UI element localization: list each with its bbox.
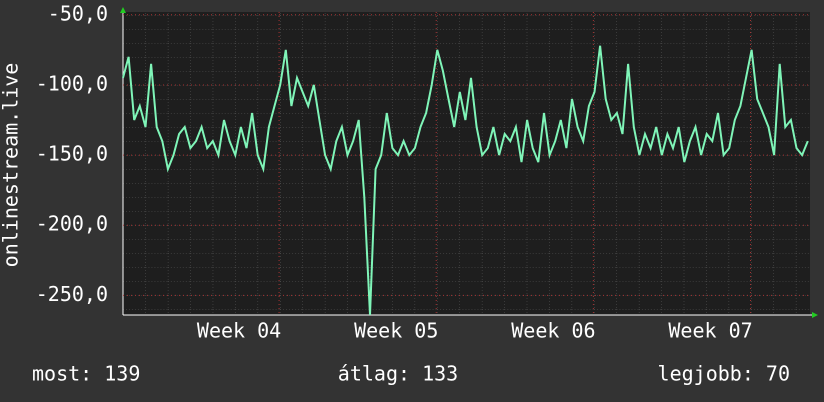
footer-stat: legjobb: 70 <box>658 362 790 386</box>
footer-stat: most: 139 <box>32 362 140 386</box>
y-tick-label: -200,0 <box>36 212 108 236</box>
footer-stat: átlag: 133 <box>338 362 458 386</box>
y-axis-label: onlinestream.live <box>0 63 23 268</box>
minor-grid <box>123 12 810 315</box>
axis-arrow <box>812 312 818 318</box>
x-tick-label: Week 04 <box>197 319 281 343</box>
y-tick-label: -150,0 <box>36 142 108 166</box>
data-line <box>122 45 809 316</box>
axis-arrow <box>120 7 126 13</box>
y-tick-label: -50,0 <box>48 1 108 25</box>
y-tick-label: -250,0 <box>36 282 108 306</box>
x-tick-label: Week 05 <box>354 319 438 343</box>
y-tick-label: -100,0 <box>36 71 108 95</box>
x-tick-label: Week 06 <box>511 319 595 343</box>
x-tick-label: Week 07 <box>668 319 752 343</box>
